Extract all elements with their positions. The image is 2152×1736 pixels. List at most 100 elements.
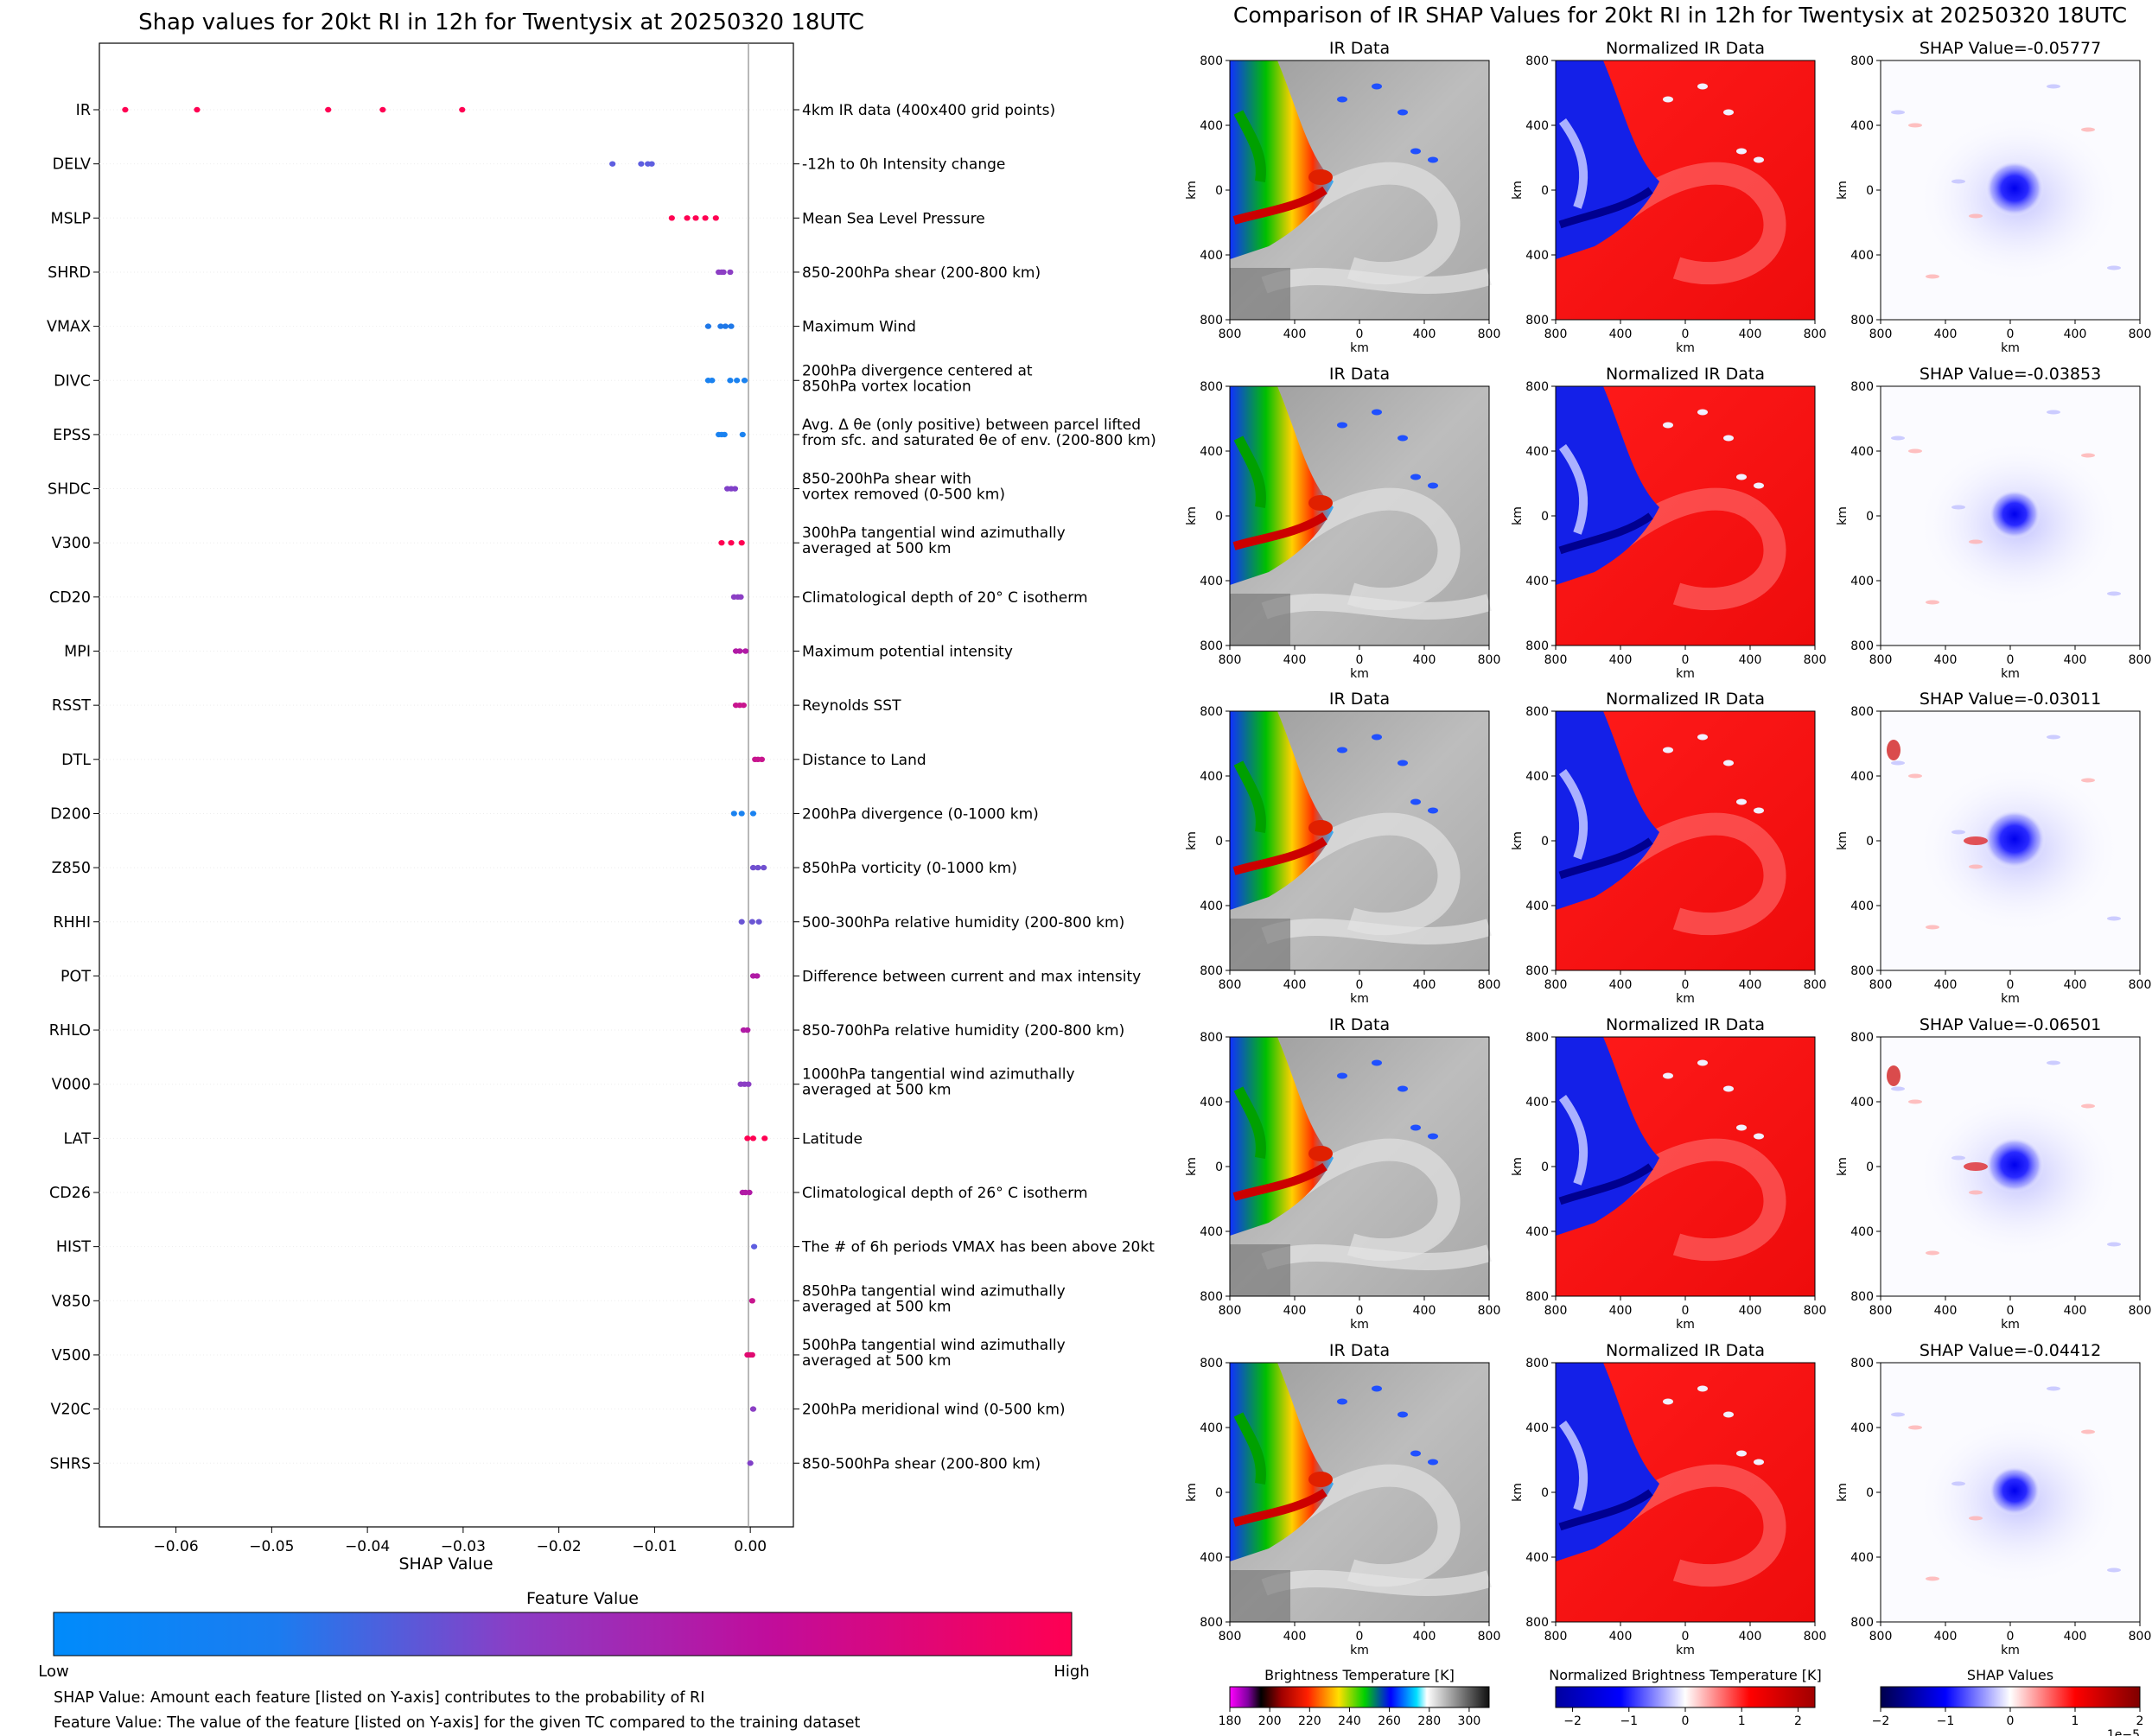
panel-y-tick-label: 0 xyxy=(1541,1486,1549,1500)
data-point xyxy=(746,1189,753,1196)
norm-band xyxy=(1600,1464,1786,1587)
dark-clear-region xyxy=(1230,1570,1290,1622)
data-point xyxy=(749,1406,757,1412)
panel-y-tick-label: 800 xyxy=(1525,964,1549,978)
colorbar-bar xyxy=(1555,1686,1816,1708)
cloud-core xyxy=(1308,495,1333,511)
dark-clear-region xyxy=(1230,594,1290,645)
data-point xyxy=(684,215,691,221)
panel-y-tick-label: 0 xyxy=(1215,835,1223,849)
panel-x-tick-label: 400 xyxy=(1283,327,1307,341)
shap-speck xyxy=(1926,1576,1939,1581)
shap-speck xyxy=(2081,1429,2095,1434)
panel-y-tick-label: 400 xyxy=(1200,249,1223,263)
norm-core xyxy=(1558,444,1589,535)
colorbar-tick-label: 0 xyxy=(2007,1714,2015,1728)
x-tick-label: −0.03 xyxy=(441,1538,486,1555)
panel-y-tick-label: 400 xyxy=(1850,1225,1874,1239)
y-tick-label: DELV xyxy=(53,156,91,174)
ir-panel-title: IR Data xyxy=(1329,1015,1390,1034)
feature-description: 850-700hPa relative humidity (200-800 km… xyxy=(802,1022,1124,1040)
feature-description: 200hPa meridional wind (0-500 km) xyxy=(802,1402,1066,1419)
panel-x-tick-label: 400 xyxy=(2064,978,2087,992)
panel-y-tick-label: 400 xyxy=(1850,575,1874,588)
norm-panel: 800 400 0 400 8008004000400800kmkmNormalized… xyxy=(1511,1341,1826,1657)
panel-y-tick-label: 0 xyxy=(1866,835,1874,849)
colorbar-tick-label: 220 xyxy=(1298,1714,1321,1728)
panel-y-tick-label: 400 xyxy=(1200,445,1223,459)
cloud-cell xyxy=(1398,109,1408,116)
panel-y-tick-label: 0 xyxy=(1215,184,1223,198)
panel-y-label: km xyxy=(1836,506,1850,525)
panel-x-label: km xyxy=(1350,992,1369,1006)
panel-x-tick-label: 400 xyxy=(2064,1304,2087,1318)
x-tick-label: −0.01 xyxy=(632,1538,677,1555)
data-point xyxy=(741,378,748,384)
panel-y-tick-label: 800 xyxy=(1525,1357,1549,1370)
cloud-band xyxy=(1274,1464,1461,1587)
cold-cloud-region xyxy=(1230,1363,1334,1561)
panel-x-tick-label: 400 xyxy=(1739,1304,1762,1318)
panel-x-label: km xyxy=(2001,1644,2020,1657)
feature-row-vmax: VMAX Maximum Wind xyxy=(47,319,916,336)
data-point xyxy=(748,1298,755,1304)
panel-y-tick-label: 400 xyxy=(1850,119,1874,133)
panel-x-tick-label: 0 xyxy=(1682,653,1690,667)
panel-x-tick-label: 400 xyxy=(1739,1630,1762,1644)
data-point xyxy=(638,161,645,167)
data-point xyxy=(122,106,129,113)
panel-y-label: km xyxy=(1511,1157,1525,1176)
shap-speck xyxy=(1951,179,1965,184)
data-point xyxy=(749,1135,757,1141)
panel-y-tick-label: 800 xyxy=(1200,639,1223,653)
panel-x-tick-label: 800 xyxy=(1478,327,1501,341)
x-axis-label: SHAP Value xyxy=(398,1555,493,1574)
data-point xyxy=(744,1135,751,1141)
feature-row-rhhi: RHHI 500-300hPa relative humidity (200-80… xyxy=(53,914,1124,932)
panel-x-tick-label: 800 xyxy=(1478,653,1501,667)
panel-y-label: km xyxy=(1836,181,1850,200)
cloud-core xyxy=(1232,1162,1327,1201)
panel-y-tick-label: 0 xyxy=(1541,510,1549,524)
cloud-cell xyxy=(1372,1059,1382,1066)
panel-y-tick-label: 400 xyxy=(1850,1096,1874,1110)
panel-x-tick-label: 400 xyxy=(1934,978,1958,992)
feature-description: Avg. Δ θe (only positive) between parcel… xyxy=(802,417,1141,434)
panel-x-tick-label: 800 xyxy=(1869,1304,1893,1318)
panel-y-label: km xyxy=(1511,506,1525,525)
shap-speck xyxy=(1908,123,1922,128)
cloud-core xyxy=(1233,110,1266,182)
feature-description: 850hPa vortex location xyxy=(802,378,971,395)
colorbar-title: Brightness Temperature [K] xyxy=(1264,1667,1455,1683)
data-point xyxy=(748,1351,755,1358)
data-point xyxy=(728,540,735,546)
panel-y-tick-label: 800 xyxy=(1850,964,1874,978)
feature-row-v20c: V20C 200hPa meridional wind (0-500 km) xyxy=(51,1402,1066,1419)
panel-x-tick-label: 400 xyxy=(1934,653,1958,667)
data-point xyxy=(754,973,761,979)
panel-y-tick-label: 800 xyxy=(1200,964,1223,978)
shap-speck xyxy=(1891,760,1905,766)
panel-y-tick-label: 800 xyxy=(1200,1290,1223,1304)
panel-x-tick-label: 800 xyxy=(2129,1630,2152,1644)
panel-x-tick-label: 400 xyxy=(2064,327,2087,341)
cloud-band xyxy=(1274,1138,1461,1262)
feature-description: 300hPa tangential wind azimuthally xyxy=(802,525,1066,542)
shap-panel-title: SHAP Value=-0.05777 xyxy=(1920,39,2101,58)
colorbar-tick-label: 2 xyxy=(2136,1714,2144,1728)
panel-x-tick-label: 400 xyxy=(1609,1630,1633,1644)
norm-cell xyxy=(1697,1059,1708,1066)
panel-x-tick-label: 400 xyxy=(2064,653,2087,667)
panel-y-tick-label: 0 xyxy=(1215,510,1223,524)
panel-y-label: km xyxy=(1185,506,1199,525)
shap-speck xyxy=(1908,1099,1922,1104)
colorbar-title: Normalized Brightness Temperature [K] xyxy=(1549,1667,1822,1683)
feature-row-pot: POT Difference between current and max in… xyxy=(60,968,1141,985)
norm-cell xyxy=(1697,734,1708,741)
ir-panel-title: IR Data xyxy=(1329,1341,1390,1360)
feature-description: Difference between current and max inten… xyxy=(802,968,1141,985)
feature-description: 200hPa divergence (0-1000 km) xyxy=(802,805,1039,823)
norm-core xyxy=(1558,769,1589,860)
norm-cell xyxy=(1754,1459,1764,1466)
